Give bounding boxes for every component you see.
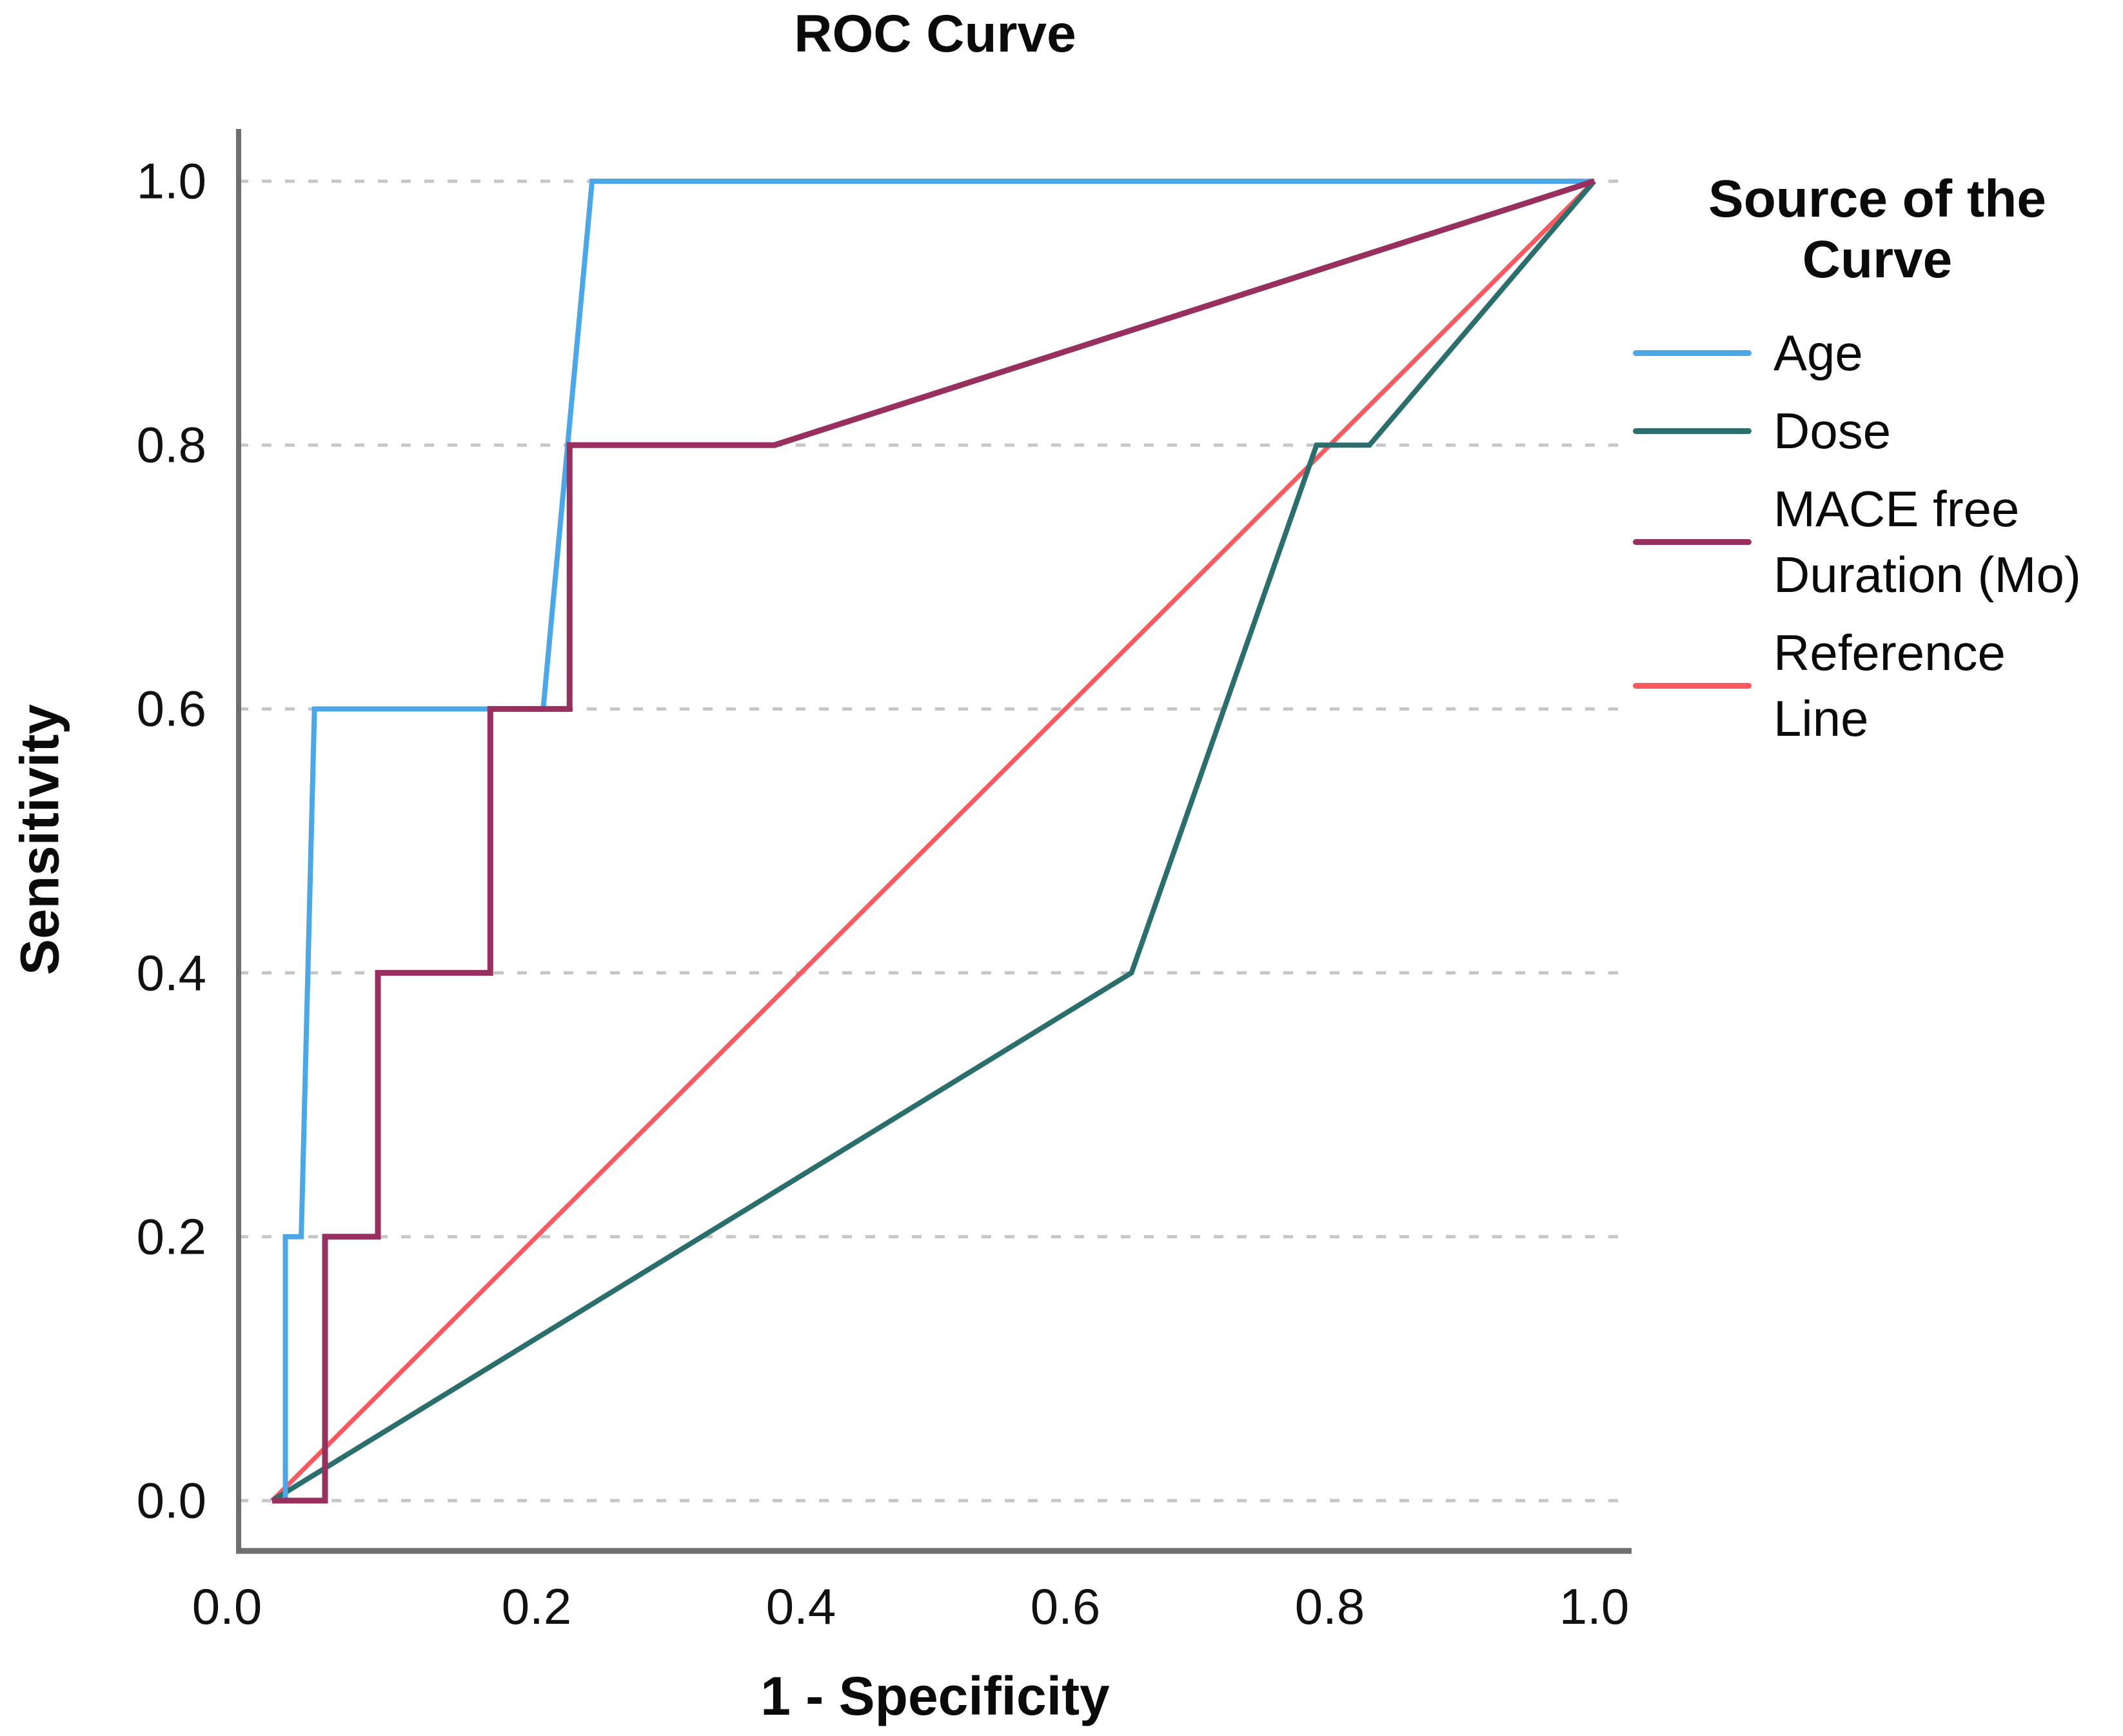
legend-item-mace-free-duration: MACE free Duration (Mo) xyxy=(1633,477,2122,607)
reference-line-swatch-icon xyxy=(1633,683,1752,689)
legend-label-dose: Dose xyxy=(1773,402,1891,459)
x-axis-title: 1 - Specificity xyxy=(760,1666,1110,1726)
legend: Source of the Curve Age Dose MACE free D… xyxy=(1633,169,2122,751)
legend-label-reference-line: Reference Line xyxy=(1773,624,2006,747)
legend-label-mace-free-duration: MACE free Duration (Mo) xyxy=(1773,480,2081,603)
y-tick-label: 0.0 xyxy=(136,1472,206,1529)
x-tick-label: 0.2 xyxy=(501,1578,572,1635)
y-tick-label: 0.4 xyxy=(136,944,206,1001)
y-tick-label: 1.0 xyxy=(136,152,206,210)
mace-free-duration-line-swatch-icon xyxy=(1633,539,1752,546)
legend-item-dose: Dose xyxy=(1633,399,2122,464)
legend-items: Age Dose MACE free Duration (Mo) Referen… xyxy=(1633,321,2122,751)
x-tick-label: 0.6 xyxy=(1030,1578,1101,1635)
x-tick-label: 0.4 xyxy=(765,1578,836,1635)
x-tick-label: 0.8 xyxy=(1294,1578,1365,1635)
legend-title: Source of the Curve xyxy=(1708,170,2046,290)
y-axis-title: Sensitivity xyxy=(9,704,70,976)
curve-age xyxy=(272,179,1594,1503)
x-tick-label: 0.0 xyxy=(192,1578,262,1635)
chart-title: ROC Curve xyxy=(794,5,1076,63)
curve-reference-line xyxy=(270,179,1596,1503)
curve-mace-free-duration xyxy=(272,178,1595,1504)
y-tick-label: 0.8 xyxy=(136,416,206,473)
legend-item-age: Age xyxy=(1633,321,2122,386)
curve-dose xyxy=(270,179,1597,1503)
legend-item-reference-line: Reference Line xyxy=(1633,620,2122,751)
dose-line-swatch-icon xyxy=(1633,428,1752,435)
legend-label-age: Age xyxy=(1773,324,1863,381)
age-line-swatch-icon xyxy=(1633,350,1752,356)
y-tick-label: 0.2 xyxy=(136,1208,206,1265)
y-tick-label: 0.6 xyxy=(136,680,206,737)
x-tick-label: 1.0 xyxy=(1559,1578,1630,1635)
